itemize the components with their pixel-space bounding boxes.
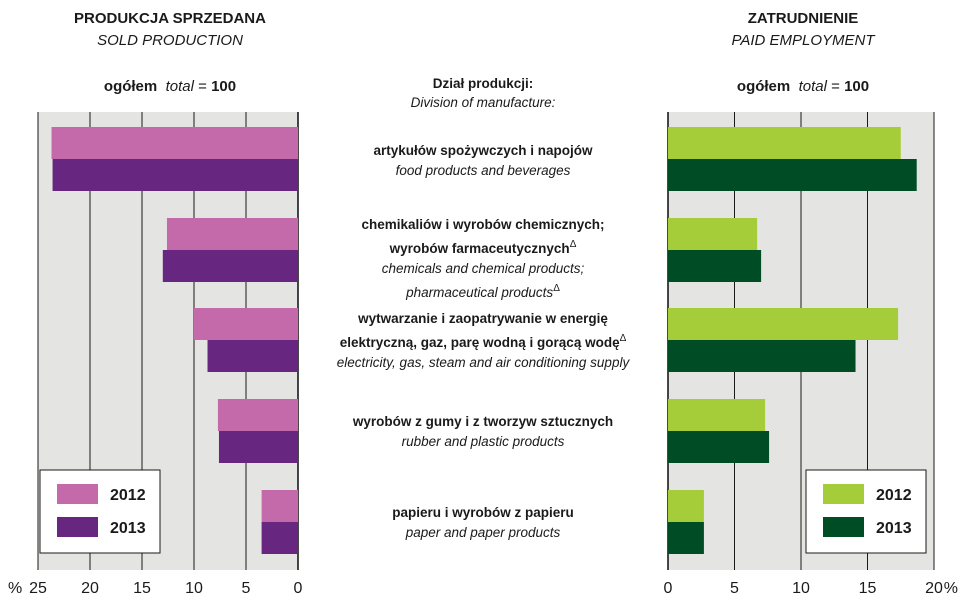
x-tick-label: 25 — [29, 580, 47, 596]
bar-2013 — [261, 522, 298, 554]
legend-label-2012: 2012 — [110, 487, 146, 504]
x-tick-label: 20 — [925, 580, 943, 596]
division-label-pl: Dział produkcji: — [432, 76, 534, 91]
legend-swatch-2012 — [57, 484, 98, 504]
bar-2013 — [207, 340, 298, 372]
left-total-label: ogółem total = 100 — [40, 76, 300, 98]
legend-label-2012: 2012 — [876, 487, 912, 504]
right-total-eq: = — [831, 78, 840, 95]
x-tick-label: 20 — [81, 580, 99, 596]
bar-2013 — [52, 159, 299, 191]
bar-2013 — [668, 431, 770, 463]
x-tick-label: 0 — [294, 580, 303, 596]
left-title-en: SOLD PRODUCTION — [97, 32, 243, 49]
bar-2012 — [668, 308, 899, 340]
bar-2012 — [261, 490, 298, 522]
bar-2012 — [668, 399, 766, 431]
axis-unit-label: % — [944, 580, 958, 596]
bar-2013 — [668, 522, 704, 554]
right-total-value: 100 — [844, 78, 870, 95]
category-1-en-line1: chemicals and chemical products; — [381, 261, 585, 276]
category-4-en: paper and paper products — [405, 525, 561, 540]
left-total-en: total — [165, 78, 194, 95]
category-3-pl: wyrobów z gumy i z tworzyw sztucznych — [352, 414, 614, 429]
legend-box — [805, 469, 927, 554]
right-total-pl: ogółem — [736, 78, 791, 95]
legend-box — [39, 469, 161, 554]
category-label: artykułów spożywczych i napojów food pro… — [318, 141, 648, 181]
left-total-value: 100 — [211, 78, 237, 95]
bar-2013 — [668, 159, 917, 191]
right-title-en: PAID EMPLOYMENT — [731, 32, 875, 49]
bar-2012 — [668, 218, 758, 250]
bar-2013 — [218, 431, 298, 463]
bar-2012 — [51, 127, 298, 159]
right-header: ZATRUDNIENIE PAID EMPLOYMENT — [668, 8, 938, 52]
right-total-label: ogółem total = 100 — [668, 76, 938, 98]
category-1-pl-line1: chemikaliów i wyrobów chemicznych; — [361, 217, 605, 232]
category-1-pl-mark: Δ — [569, 239, 577, 250]
legend-swatch-2013 — [823, 517, 864, 537]
category-2-pl-line2: elektryczną, gaz, parę wodną i gorącą wo… — [339, 335, 620, 350]
axis-unit-label: % — [8, 580, 22, 596]
legend-label-2013: 2013 — [876, 520, 912, 537]
x-tick-label: 5 — [730, 580, 739, 596]
legend-swatch-2013 — [57, 517, 98, 537]
legend-swatch-2012 — [823, 484, 864, 504]
category-4-pl: papieru i wyrobów z papieru — [392, 505, 574, 520]
legend-label-2013: 2013 — [110, 520, 146, 537]
x-tick-label: 10 — [792, 580, 810, 596]
x-tick-label: 15 — [859, 580, 877, 596]
right-title-pl: ZATRUDNIENIE — [747, 10, 859, 27]
division-header: Dział produkcji: Division of manufacture… — [318, 74, 648, 112]
category-2-pl-line1: wytwarzanie i zaopatrywanie w energię — [358, 311, 608, 326]
bar-2013 — [162, 250, 298, 282]
right-total-en: total — [798, 78, 827, 95]
left-total-pl: ogółem — [103, 78, 158, 95]
category-label: papieru i wyrobów z papieru paper and pa… — [318, 503, 648, 543]
bar-2013 — [668, 250, 762, 282]
category-label: wytwarzanie i zaopatrywanie w energię el… — [318, 309, 648, 373]
category-3-en: rubber and plastic products — [401, 434, 565, 449]
x-tick-label: 15 — [133, 580, 151, 596]
x-tick-label: 5 — [242, 580, 251, 596]
category-1-pl-line2: wyrobów farmaceutycznych — [389, 241, 570, 256]
bar-2012 — [668, 127, 901, 159]
category-0-en: food products and beverages — [395, 163, 571, 178]
x-tick-label: 0 — [664, 580, 673, 596]
division-label-en: Division of manufacture: — [410, 95, 556, 110]
left-title-pl: PRODUKCJA SPRZEDANA — [74, 10, 266, 27]
category-label: wyrobów z gumy i z tworzyw sztucznych ru… — [318, 412, 648, 452]
bar-2012 — [668, 490, 704, 522]
category-0-pl: artykułów spożywczych i napojów — [373, 143, 593, 158]
category-2-en: electricity, gas, steam and air conditio… — [336, 355, 630, 370]
category-1-en-line2: pharmaceutical products — [406, 285, 554, 300]
bar-2013 — [668, 340, 856, 372]
left-header: PRODUKCJA SPRZEDANA SOLD PRODUCTION — [40, 8, 300, 52]
category-label: chemikaliów i wyrobów chemicznych; wyrob… — [318, 215, 648, 303]
bar-2012 — [217, 399, 298, 431]
category-2-pl-mark: Δ — [619, 333, 627, 344]
bar-2012 — [194, 308, 298, 340]
x-tick-label: 10 — [185, 580, 203, 596]
left-total-eq: = — [198, 78, 207, 95]
bar-2012 — [166, 218, 298, 250]
category-1-en-mark: Δ — [553, 283, 560, 294]
